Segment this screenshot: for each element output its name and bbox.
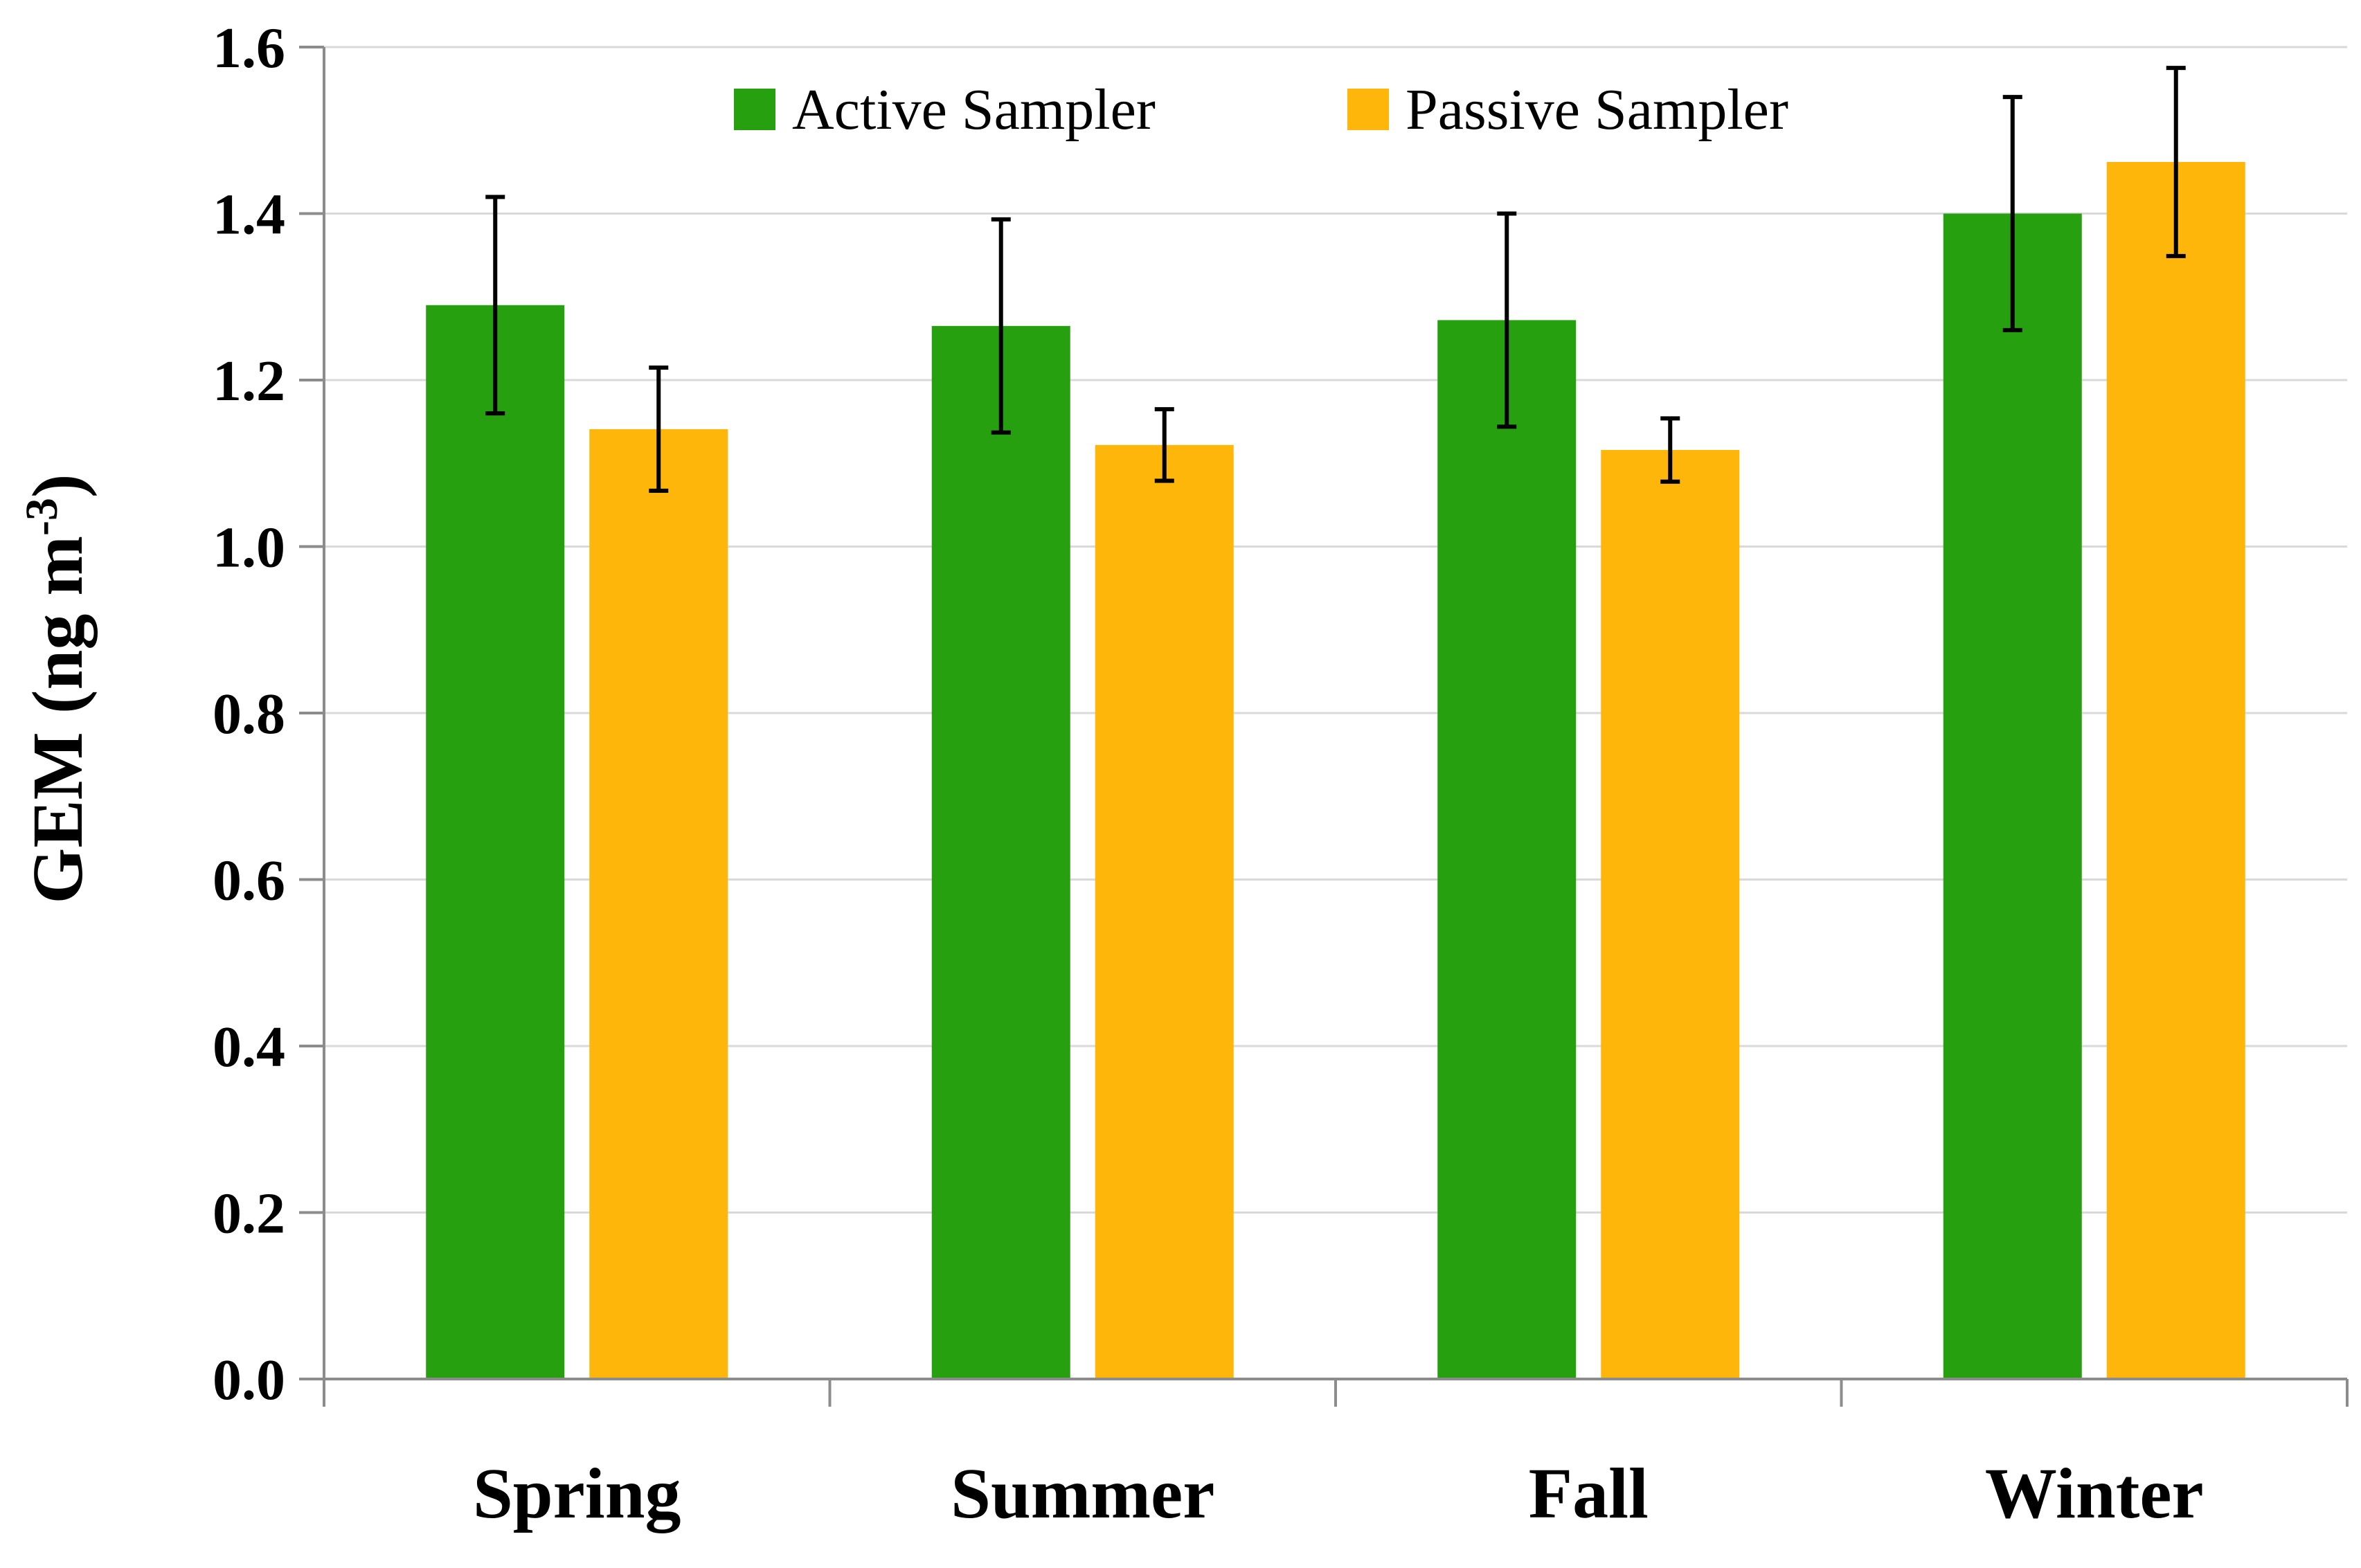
bar-winter-active <box>1943 213 2082 1379</box>
error-bars-layer <box>485 66 2186 493</box>
x-category-label-summer: Summer <box>951 1454 1214 1533</box>
error-bar-summer-active <box>991 217 1011 435</box>
legend-swatch-passive <box>1347 89 1389 130</box>
bar-spring-passive <box>589 429 728 1379</box>
y-tick-label-1.6: 1.6 <box>213 16 285 80</box>
legend: Active Sampler Passive Sampler <box>734 78 1788 142</box>
y-tick-label-0.2: 0.2 <box>213 1182 285 1246</box>
bar-fall-active <box>1437 320 1577 1379</box>
y-tick-labels: 0.0 0.2 0.4 0.6 0.8 1.0 1.2 1.4 1.6 <box>213 16 324 1412</box>
y-tick-label-1.0: 1.0 <box>213 516 285 580</box>
y-tick-label-1.2: 1.2 <box>213 349 285 413</box>
bar-summer-passive <box>1095 444 1234 1380</box>
error-bar-winter-active <box>2002 95 2022 332</box>
y-tick-label-0.6: 0.6 <box>213 849 285 913</box>
y-axis-label-close: ) <box>18 474 98 498</box>
bar-spring-active <box>426 305 565 1379</box>
bar-fall-passive <box>1601 450 1740 1379</box>
y-tick-label-1.4: 1.4 <box>213 183 285 247</box>
y-axis-label-superscript: -3 <box>17 498 67 536</box>
x-category-label-winter: Winter <box>1985 1454 2204 1533</box>
y-tick-label-0.0: 0.0 <box>213 1348 285 1412</box>
x-category-label-spring: Spring <box>473 1454 681 1533</box>
x-category-label-fall: Fall <box>1529 1454 1649 1533</box>
error-bar-fall-passive <box>1660 416 1680 484</box>
error-bar-spring-passive <box>649 365 669 493</box>
error-bar-spring-active <box>485 195 505 416</box>
y-axis-label-main: GEM (ng m <box>18 536 98 904</box>
legend-label-active: Active Sampler <box>792 78 1156 142</box>
y-tick-label-0.8: 0.8 <box>213 682 285 746</box>
error-bar-fall-active <box>1497 211 1517 429</box>
bar-winter-passive <box>2106 161 2245 1379</box>
y-tick-label-0.4: 0.4 <box>213 1015 285 1079</box>
bar-summer-active <box>931 325 1070 1379</box>
error-bar-summer-passive <box>1154 407 1174 483</box>
legend-swatch-active <box>734 89 775 130</box>
bars-layer <box>426 161 2245 1380</box>
error-bar-winter-passive <box>2166 66 2186 258</box>
y-axis-label: GEM (ng m-3) <box>17 474 98 903</box>
x-category-labels: Spring Summer Fall Winter <box>473 1454 2204 1533</box>
legend-label-passive: Passive Sampler <box>1406 78 1788 142</box>
